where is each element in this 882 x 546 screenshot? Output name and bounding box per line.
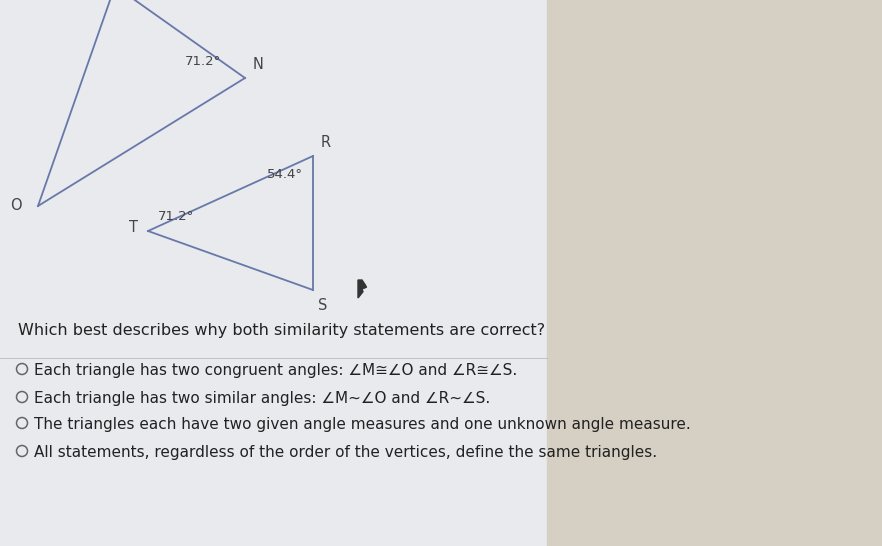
Bar bbox=[547, 0, 882, 546]
Text: O: O bbox=[11, 199, 22, 213]
Text: Each triangle has two congruent angles: ∠M≅∠O and ∠R≅∠S.: Each triangle has two congruent angles: … bbox=[34, 363, 517, 377]
Text: 54.4°: 54.4° bbox=[267, 168, 303, 181]
Text: All statements, regardless of the order of the vertices, define the same triangl: All statements, regardless of the order … bbox=[34, 444, 657, 460]
Text: 71.2°: 71.2° bbox=[185, 55, 221, 68]
Polygon shape bbox=[358, 280, 367, 298]
Text: The triangles each have two given angle measures and one unknown angle measure.: The triangles each have two given angle … bbox=[34, 417, 691, 431]
Text: R: R bbox=[321, 135, 331, 150]
Bar bbox=[0, 0, 547, 546]
Text: S: S bbox=[318, 298, 327, 313]
Text: Which best describes why both similarity statements are correct?: Which best describes why both similarity… bbox=[18, 323, 545, 337]
Text: N: N bbox=[253, 57, 264, 72]
Text: T: T bbox=[129, 219, 138, 234]
Text: Each triangle has two similar angles: ∠M~∠O and ∠R~∠S.: Each triangle has two similar angles: ∠M… bbox=[34, 390, 490, 406]
Text: 71.2°: 71.2° bbox=[158, 210, 194, 223]
